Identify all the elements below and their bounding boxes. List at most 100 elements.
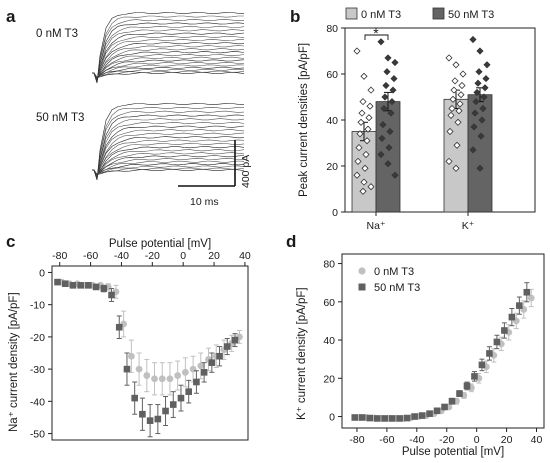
current-trace (92, 51, 245, 81)
data-point-treated (231, 336, 239, 344)
data-point-control (143, 372, 151, 379)
legend-d: 0 nM T3 50 nM T3 (358, 266, 420, 294)
individual-data-point (380, 104, 388, 113)
y-tick-label: 60 (323, 297, 335, 309)
individual-data-point (456, 100, 464, 108)
x-tick-label: -80 (349, 434, 364, 446)
individual-data-point (364, 125, 372, 133)
individual-data-point (391, 171, 399, 179)
y-tick-label-b: 80 (326, 23, 338, 35)
na-iv-plot-area: -80 -60 -40 -20 0 20 40 0 -10 -20 -30 -40 -50 (30, 250, 251, 441)
y-axis-title-d: K⁺ current density [pA/pF] (296, 287, 308, 420)
x-tick-label: 40 (239, 250, 251, 262)
individual-data-point (378, 134, 386, 142)
individual-data-point (389, 86, 397, 94)
current-trace (92, 165, 245, 175)
legend-label-control-d: 0 nM T3 (374, 266, 414, 278)
current-trace (92, 146, 245, 178)
legend-label-treated-d: 50 nM T3 (374, 282, 420, 294)
current-trace (92, 168, 245, 175)
individual-data-point (390, 75, 398, 83)
x-tick-label: -40 (409, 434, 424, 446)
data-point-treated (381, 415, 388, 422)
individual-data-point (385, 144, 393, 152)
data-point-treated (486, 350, 493, 357)
individual-data-point (445, 157, 453, 165)
panel-c-letter: c (6, 232, 15, 251)
current-trace (92, 70, 245, 78)
current-trace (92, 129, 245, 180)
current-trace (92, 59, 245, 80)
y-tick-label-b: 40 (326, 115, 338, 127)
individual-data-point (482, 75, 490, 83)
data-point-treated (69, 282, 77, 289)
individual-data-point (361, 164, 369, 172)
bar-chart-plot-area: 0 20 40 60 80 Na⁺ K⁺ (326, 23, 536, 232)
scale-label-time: 10 ms (190, 196, 219, 208)
individual-data-point (367, 183, 375, 191)
y-tick-label: 40 (323, 335, 335, 347)
current-trace (92, 66, 245, 79)
data-point-treated (471, 373, 478, 380)
x-tick-label: -80 (52, 250, 67, 262)
data-point-treated (61, 280, 69, 288)
current-trace (92, 149, 245, 177)
data-point-treated (139, 410, 146, 418)
y-tick-label: -30 (30, 364, 45, 376)
current-trace (92, 118, 245, 179)
individual-data-point (366, 102, 374, 110)
data-point-treated (177, 394, 185, 402)
current-traces-control (92, 12, 245, 84)
individual-data-point (473, 88, 481, 96)
current-trace (92, 139, 245, 178)
x-tick-label: -20 (145, 250, 160, 262)
current-trace (92, 25, 245, 82)
y-axis-title-c: Na⁺ current density [pA/pF] (8, 292, 20, 432)
data-point-treated (456, 390, 463, 397)
individual-data-point (367, 86, 375, 94)
individual-data-point (363, 137, 371, 145)
individual-data-point (452, 164, 460, 172)
legend-marker-control (358, 267, 366, 275)
current-trace (92, 35, 245, 83)
individual-data-point (452, 61, 460, 69)
bar (351, 131, 377, 213)
individual-data-point (447, 111, 455, 119)
individual-data-point (470, 123, 478, 131)
x-tick-label: 0 (180, 250, 186, 262)
individual-data-point (365, 114, 373, 122)
individual-data-point (476, 47, 484, 55)
current-trace (92, 103, 245, 181)
panel-c: c Pulse potential [mV] -80 -60 -40 -20 0 20 40… (6, 232, 251, 441)
individual-data-point (382, 81, 390, 90)
legend-label-control: 0 nM T3 (361, 9, 401, 21)
current-trace (92, 121, 245, 180)
individual-data-point (379, 121, 387, 129)
y-tick-label: -20 (30, 332, 45, 344)
current-traces-treated (92, 103, 245, 181)
panel-d: d -80 -60 -40 -20 0 20 40 0 20 40 60 80 0 nM T3 50 … (286, 232, 545, 458)
current-trace (92, 42, 245, 82)
individual-data-point (483, 61, 491, 69)
individual-data-point (449, 95, 457, 103)
individual-data-point (387, 109, 395, 117)
current-trace (92, 32, 245, 83)
data-point-treated (200, 369, 208, 376)
x-tick-label: -60 (379, 434, 394, 446)
x-category-label-b: K⁺ (462, 220, 475, 232)
x-tick-label: -40 (114, 250, 129, 262)
data-point-treated (463, 382, 471, 390)
data-point-treated (54, 278, 61, 286)
data-point-treated (433, 407, 441, 415)
individual-data-point (356, 130, 364, 138)
individual-data-point (459, 70, 467, 78)
current-trace (92, 142, 245, 178)
individual-data-point (360, 178, 368, 186)
data-point-treated (366, 414, 374, 422)
data-point-treated (92, 283, 100, 291)
x-axis-title-d: Pulse potential [mV] (402, 446, 504, 458)
individual-data-point (474, 79, 482, 87)
x-tick-label: -60 (83, 250, 98, 262)
individual-data-point (354, 157, 362, 165)
